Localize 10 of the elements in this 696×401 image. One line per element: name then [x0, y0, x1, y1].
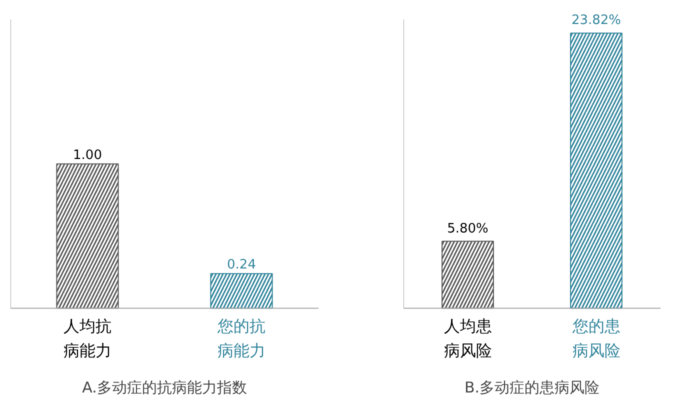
x-tick-label: 您的患病风险 [571, 316, 620, 360]
data-label: 23.82% [571, 13, 622, 28]
x-tick-label: 人均抗病能力 [64, 316, 112, 360]
data-label: 1.00 [73, 148, 102, 163]
x-tick-label: 您的抗病能力 [216, 316, 266, 360]
x-tick-label: 人均患病风险 [444, 316, 492, 360]
data-label: 0.24 [227, 258, 256, 273]
text: B.多动症的患病风险 [464, 378, 600, 396]
data-label: 5.80% [447, 221, 488, 236]
text: A.多动症的抗病能力指数 [82, 378, 247, 396]
